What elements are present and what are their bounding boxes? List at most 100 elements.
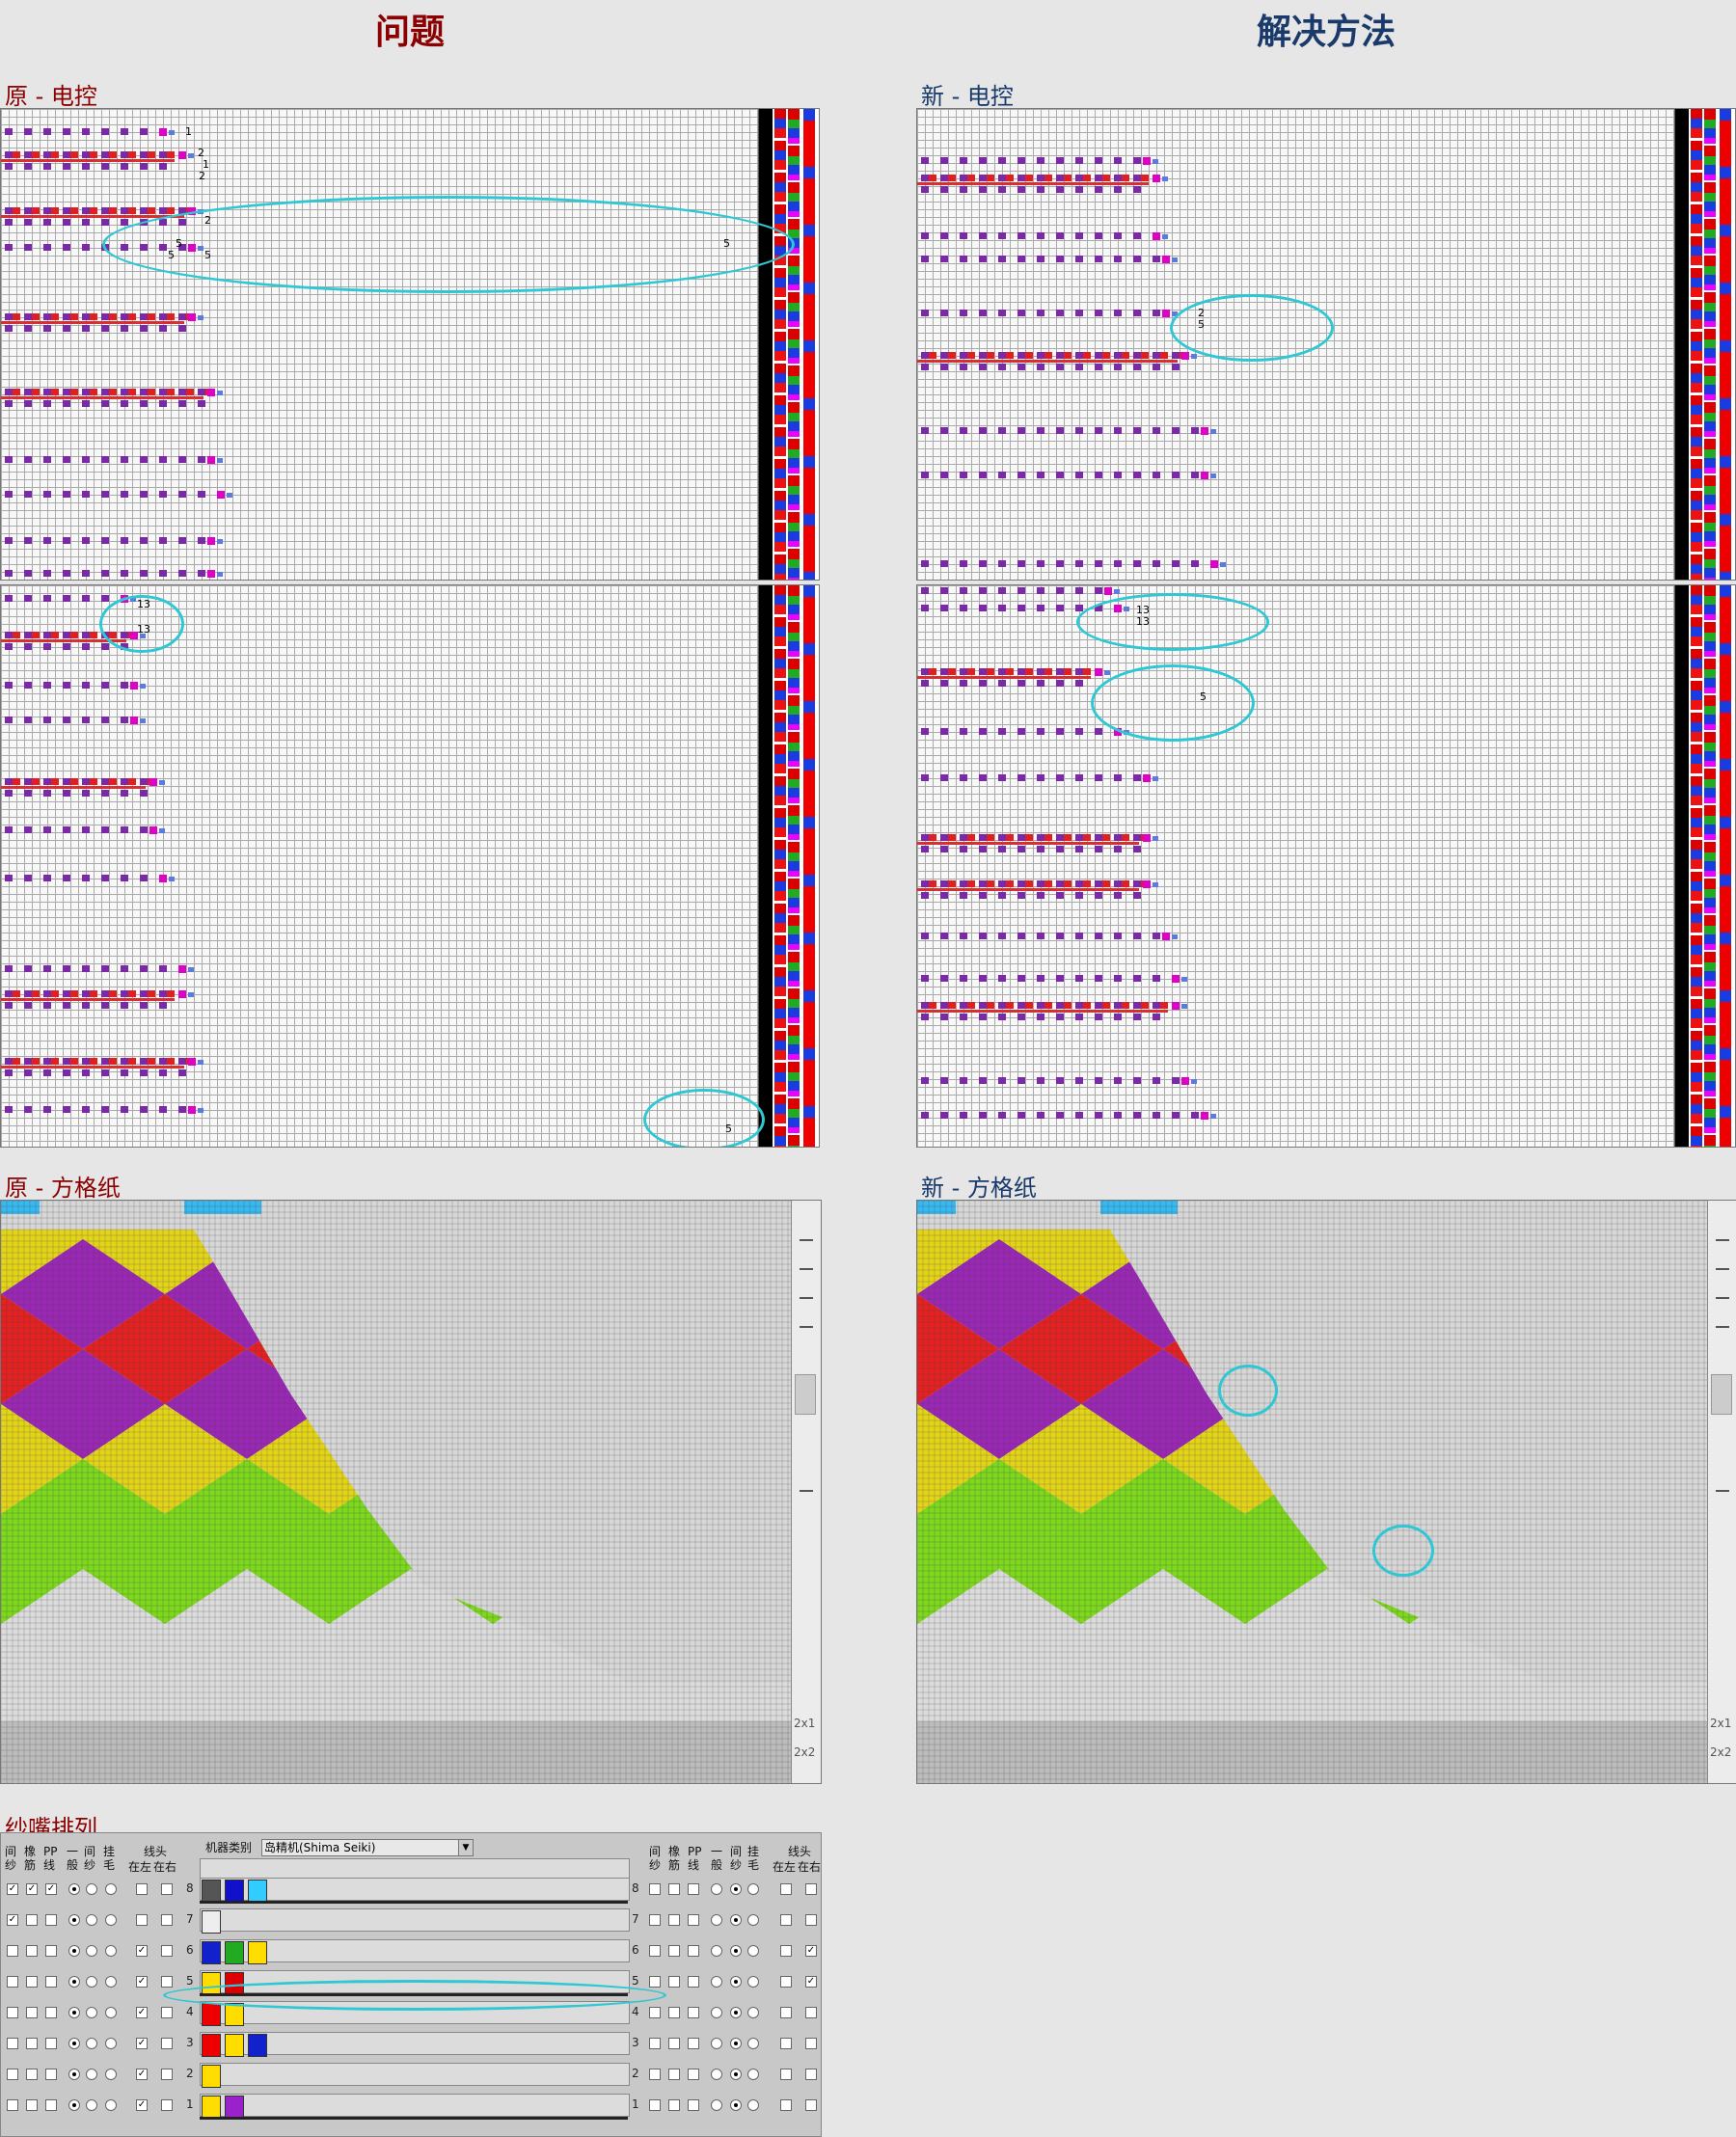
checkbox-icon[interactable] [45, 2038, 57, 2049]
feeder-icon[interactable] [202, 1941, 221, 1964]
checkbox-icon[interactable]: ✓ [805, 1945, 817, 1957]
feeder-slot[interactable] [200, 1939, 630, 1962]
checkbox-icon[interactable] [780, 2069, 792, 2080]
checkbox-icon[interactable] [668, 2007, 680, 2018]
checkbox-icon[interactable] [688, 1976, 699, 1988]
checkbox-icon[interactable] [26, 2038, 38, 2049]
radio-icon[interactable] [711, 1945, 722, 1957]
checkbox-icon[interactable] [45, 1914, 57, 1926]
radio-icon[interactable] [747, 2038, 759, 2049]
checkbox-icon[interactable]: ✓ [26, 1883, 38, 1895]
radio-icon[interactable] [105, 2069, 117, 2080]
checkbox-icon[interactable] [26, 1914, 38, 1926]
feeder-icon[interactable] [225, 1941, 244, 1964]
radio-icon[interactable] [68, 1883, 80, 1895]
scroll-thumb-icon[interactable] [795, 1374, 816, 1415]
radio-icon[interactable] [105, 1945, 117, 1957]
checkbox-icon[interactable] [668, 1914, 680, 1926]
checkbox-icon[interactable] [136, 1883, 148, 1895]
checkbox-icon[interactable]: ✓ [805, 1976, 817, 1988]
radio-icon[interactable] [730, 1914, 742, 1926]
radio-icon[interactable] [86, 1945, 97, 1957]
checkbox-icon[interactable] [45, 2007, 57, 2018]
checkbox-icon[interactable] [7, 1976, 18, 1988]
feeder-icon[interactable] [202, 1910, 221, 1934]
radio-icon[interactable] [86, 1976, 97, 1988]
checkbox-icon[interactable]: ✓ [7, 1883, 18, 1895]
line-tool-icon[interactable] [1716, 1326, 1729, 1328]
radio-icon[interactable] [711, 1883, 722, 1895]
checkbox-icon[interactable] [161, 1914, 173, 1926]
checkbox-icon[interactable] [668, 2099, 680, 2111]
radio-icon[interactable] [86, 1883, 97, 1895]
feeder-icon[interactable] [202, 2065, 221, 2088]
line-tool-icon[interactable] [1716, 1239, 1729, 1241]
checkbox-icon[interactable] [780, 1883, 792, 1895]
radio-icon[interactable] [747, 2099, 759, 2111]
line-tool-icon[interactable] [800, 1326, 813, 1328]
checkbox-icon[interactable] [7, 2007, 18, 2018]
checkbox-icon[interactable] [668, 2038, 680, 2049]
feeder-slot[interactable] [200, 2094, 630, 2117]
triangle-tool-icon[interactable] [1716, 1297, 1729, 1299]
line-tool-icon[interactable] [800, 1268, 813, 1270]
checkbox-icon[interactable] [780, 1914, 792, 1926]
radio-icon[interactable] [711, 1914, 722, 1926]
checkbox-icon[interactable] [649, 1976, 661, 1988]
radio-icon[interactable] [68, 2038, 80, 2049]
checkbox-icon[interactable] [45, 1976, 57, 1988]
new-control-panel-top[interactable] [916, 108, 1736, 581]
radio-icon[interactable] [68, 1976, 80, 1988]
feeder-icon[interactable] [248, 1880, 267, 1903]
checkbox-icon[interactable] [780, 2038, 792, 2049]
feeder-icon[interactable] [202, 2034, 221, 2057]
checkbox-icon[interactable] [688, 2038, 699, 2049]
radio-icon[interactable] [730, 2069, 742, 2080]
checkbox-icon[interactable] [26, 2007, 38, 2018]
new-control-panel-bottom[interactable] [916, 584, 1736, 1148]
radio-icon[interactable] [747, 1914, 759, 1926]
checkbox-icon[interactable] [649, 1883, 661, 1895]
radio-icon[interactable] [86, 2038, 97, 2049]
orig-control-panel-bottom[interactable] [0, 584, 820, 1148]
tool-2x2[interactable]: 2x2 [794, 1745, 816, 1759]
feeder-slot[interactable] [200, 2063, 630, 2086]
checkbox-icon[interactable] [805, 2038, 817, 2049]
radio-icon[interactable] [747, 1976, 759, 1988]
radio-icon[interactable] [730, 2038, 742, 2049]
checkbox-icon[interactable] [805, 2069, 817, 2080]
checkbox-icon[interactable]: ✓ [136, 2038, 148, 2049]
radio-icon[interactable] [105, 2007, 117, 2018]
checkbox-icon[interactable] [649, 1945, 661, 1957]
radio-icon[interactable] [68, 2007, 80, 2018]
radio-icon[interactable] [730, 1883, 742, 1895]
orig-control-panel-top[interactable] [0, 108, 820, 581]
line-tool-icon[interactable] [1716, 1268, 1729, 1270]
checkbox-icon[interactable]: ✓ [136, 2007, 148, 2018]
checkbox-icon[interactable] [26, 2099, 38, 2111]
checkbox-icon[interactable]: ✓ [136, 1945, 148, 1957]
line-tool-icon[interactable] [800, 1239, 813, 1241]
radio-icon[interactable] [86, 2069, 97, 2080]
checkbox-icon[interactable] [688, 2007, 699, 2018]
checkbox-icon[interactable] [668, 1945, 680, 1957]
feeder-icon[interactable] [248, 2034, 267, 2057]
feeder-slot[interactable] [200, 1878, 630, 1901]
radio-icon[interactable] [105, 1914, 117, 1926]
line-tool-icon[interactable] [800, 1490, 813, 1492]
checkbox-icon[interactable] [805, 2099, 817, 2111]
checkbox-icon[interactable]: ✓ [45, 1883, 57, 1895]
radio-icon[interactable] [730, 2099, 742, 2111]
radio-icon[interactable] [105, 2038, 117, 2049]
radio-icon[interactable] [711, 2069, 722, 2080]
radio-icon[interactable] [68, 2069, 80, 2080]
tool-2x1[interactable]: 2x1 [1710, 1717, 1732, 1730]
radio-icon[interactable] [711, 2099, 722, 2111]
feeder-slot[interactable] [200, 1908, 630, 1932]
radio-icon[interactable] [711, 2007, 722, 2018]
scroll-thumb-icon[interactable] [1711, 1374, 1732, 1415]
checkbox-icon[interactable] [780, 2099, 792, 2111]
checkbox-icon[interactable] [26, 1976, 38, 1988]
checkbox-icon[interactable] [688, 1914, 699, 1926]
radio-icon[interactable] [86, 2099, 97, 2111]
